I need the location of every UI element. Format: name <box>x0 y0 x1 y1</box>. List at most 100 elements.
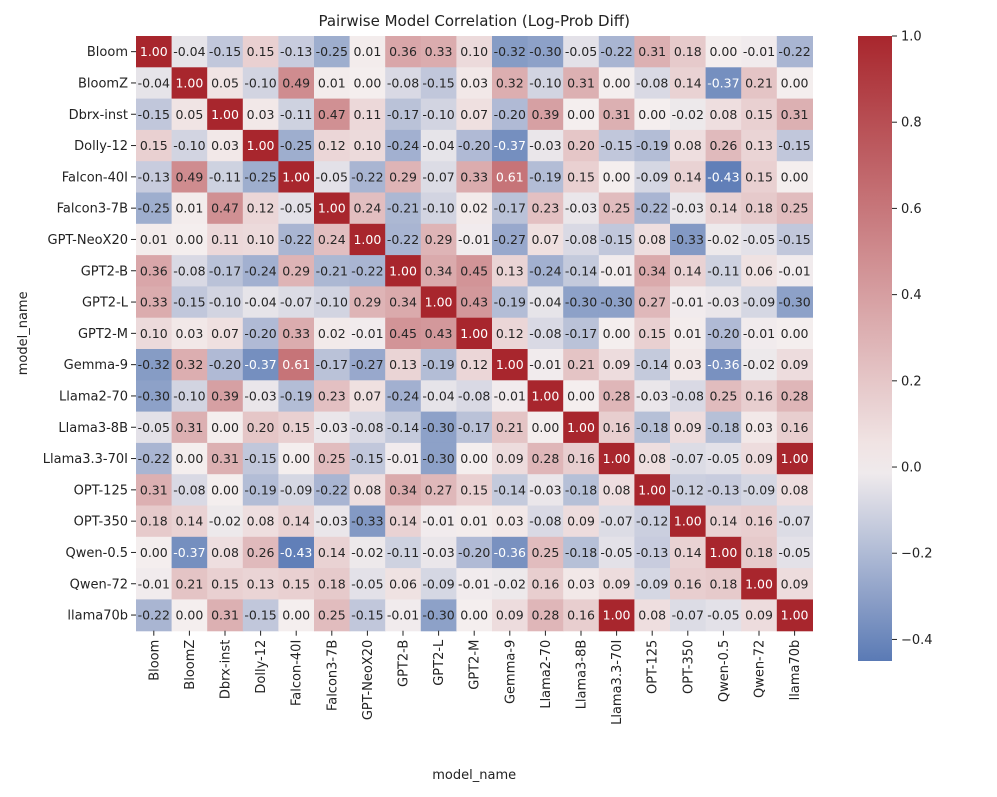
heatmap-cell <box>670 67 707 100</box>
heatmap-cell-label: 0.31 <box>140 482 168 497</box>
heatmap-cell <box>741 255 778 287</box>
heatmap-cell <box>278 349 315 381</box>
heatmap-cell-label: -0.15 <box>778 138 810 153</box>
heatmap-cell-label: -0.04 <box>422 388 454 403</box>
heatmap-cell <box>420 380 457 413</box>
heatmap-cell-label: -0.13 <box>636 545 668 560</box>
x-tick-label: GPT2-L <box>432 639 447 686</box>
heatmap-cell-label: 0.08 <box>353 482 381 497</box>
heatmap-cell-label: -0.01 <box>494 388 526 403</box>
heatmap-cell-label: -0.30 <box>529 44 561 59</box>
heatmap-cell-label: 0.31 <box>211 608 239 623</box>
chart-title: Pairwise Model Correlation (Log-Prob Dif… <box>318 12 629 30</box>
heatmap-cell-label: -0.02 <box>672 107 704 122</box>
heatmap-cell <box>527 442 564 475</box>
heatmap-cell-label: 0.61 <box>282 357 310 372</box>
heatmap-cell-label: 0.03 <box>674 357 702 372</box>
heatmap-cell-label: -0.30 <box>422 420 454 435</box>
heatmap-cell <box>385 411 422 444</box>
heatmap-cell-label: -0.15 <box>600 232 632 247</box>
heatmap-cell <box>136 192 173 225</box>
heatmap-cell-label: -0.17 <box>387 107 419 122</box>
heatmap-cell-label: -0.05 <box>600 545 632 560</box>
heatmap-cell-label: -0.37 <box>173 545 205 560</box>
heatmap-cell <box>242 411 279 444</box>
heatmap-cell <box>385 161 422 194</box>
heatmap-cell-label: 0.26 <box>247 545 275 560</box>
heatmap-cell-label: -0.25 <box>138 201 170 216</box>
heatmap-cell <box>349 286 386 319</box>
heatmap-cell <box>634 599 671 632</box>
y-tick-label: Bloom <box>87 45 128 60</box>
heatmap-cell <box>385 317 422 350</box>
heatmap-cell-label: 0.00 <box>603 169 631 184</box>
heatmap-cell <box>349 98 386 131</box>
heatmap-cell-label: -0.14 <box>494 482 526 497</box>
heatmap-cell-label: -0.22 <box>351 263 383 278</box>
heatmap-cell-label: 0.03 <box>567 576 595 591</box>
heatmap-cell-label: 0.14 <box>709 201 737 216</box>
heatmap-cell-label: -0.22 <box>316 482 348 497</box>
heatmap-cell-label: 1.00 <box>140 44 168 59</box>
y-tick-label: Falcon3-7B <box>57 202 128 217</box>
heatmap-cell-label: 0.26 <box>709 138 737 153</box>
x-tick-label: Llama3-8B <box>575 640 590 710</box>
heatmap-cell-label: 0.21 <box>745 75 773 90</box>
heatmap-cell-label: 0.00 <box>282 608 310 623</box>
heatmap-cell-label: 0.09 <box>496 608 524 623</box>
heatmap-cell-label: 0.15 <box>745 169 773 184</box>
heatmap-cell <box>136 255 173 287</box>
heatmap-cell-label: -0.19 <box>636 138 668 153</box>
heatmap-cell <box>349 255 386 287</box>
heatmap-cell <box>563 599 600 632</box>
heatmap-cell-label: 0.08 <box>674 138 702 153</box>
y-tick-label: Dbrx-inst <box>69 108 128 123</box>
heatmap-cell <box>456 380 493 413</box>
heatmap-cell-label: 0.08 <box>781 482 809 497</box>
heatmap-cell-label: 0.47 <box>211 201 239 216</box>
heatmap-cell <box>741 98 778 131</box>
heatmap-cell <box>563 536 600 569</box>
heatmap-cell-label: -0.43 <box>707 169 739 184</box>
heatmap-cell <box>492 129 529 162</box>
heatmap-cell-label: -0.22 <box>280 232 312 247</box>
heatmap-cell-label: -0.03 <box>529 138 561 153</box>
heatmap-cell-label: -0.14 <box>565 263 597 278</box>
heatmap-cell <box>563 255 600 287</box>
heatmap-cell-label: 0.25 <box>603 201 631 216</box>
heatmap-cell-label: 0.00 <box>353 75 381 90</box>
heatmap-cell <box>492 255 529 287</box>
heatmap-cell <box>705 161 742 194</box>
heatmap-cell <box>456 349 493 381</box>
heatmap-cell-label: -0.08 <box>672 388 704 403</box>
heatmap-cell <box>278 505 315 538</box>
heatmap-cell <box>349 411 386 444</box>
heatmap-cell-label: 0.00 <box>603 75 631 90</box>
heatmap-cell <box>563 505 600 538</box>
heatmap-cell-label: 1.00 <box>567 420 595 435</box>
heatmap-cell-label: 1.00 <box>781 608 809 623</box>
heatmap-cell-label: -0.30 <box>600 295 632 310</box>
heatmap-cell-label: -0.01 <box>672 295 704 310</box>
heatmap-cell-label: 0.14 <box>674 545 702 560</box>
heatmap-cell <box>634 223 671 256</box>
heatmap-cell <box>136 349 173 381</box>
heatmap-cell-label: -0.30 <box>422 608 454 623</box>
heatmap-cell <box>741 161 778 194</box>
heatmap-cell-label: 0.13 <box>745 138 773 153</box>
heatmap-cell <box>527 349 564 381</box>
heatmap-cell-label: 0.39 <box>531 107 559 122</box>
heatmap-cell <box>563 67 600 100</box>
heatmap-cell <box>314 36 351 68</box>
y-tick-label: Qwen-0.5 <box>66 546 128 561</box>
heatmap-cell-label: 0.33 <box>460 169 488 184</box>
heatmap-cell-label: 0.12 <box>460 357 488 372</box>
heatmap-cell-label: -0.01 <box>387 608 419 623</box>
heatmap-cell-label: 0.16 <box>531 576 559 591</box>
heatmap-cell <box>207 286 244 319</box>
heatmap-cell <box>349 192 386 225</box>
heatmap-cell <box>705 255 742 287</box>
x-axis-label: model_name <box>432 768 516 783</box>
heatmap-cell-label: -0.19 <box>529 169 561 184</box>
heatmap-cell-label: 0.03 <box>175 326 203 341</box>
